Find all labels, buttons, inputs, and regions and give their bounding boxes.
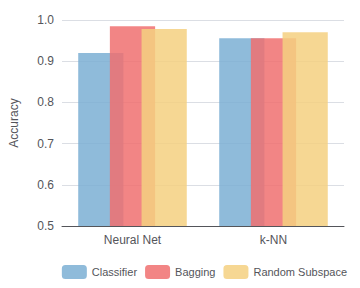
svg-text:Classifier: Classifier	[92, 266, 138, 278]
svg-text:Accuracy: Accuracy	[7, 98, 21, 147]
svg-text:0.5: 0.5	[37, 219, 54, 233]
svg-text:0.6: 0.6	[37, 178, 54, 192]
svg-text:Random Subspace: Random Subspace	[253, 266, 347, 278]
svg-text:0.9: 0.9	[37, 54, 54, 68]
svg-text:0.8: 0.8	[37, 95, 54, 109]
svg-text:1.0: 1.0	[37, 13, 54, 27]
svg-text:0.7: 0.7	[37, 137, 54, 151]
svg-text:k-NN: k-NN	[260, 233, 287, 247]
svg-text:Neural Net: Neural Net	[104, 233, 162, 247]
svg-text:Bagging: Bagging	[175, 266, 215, 278]
